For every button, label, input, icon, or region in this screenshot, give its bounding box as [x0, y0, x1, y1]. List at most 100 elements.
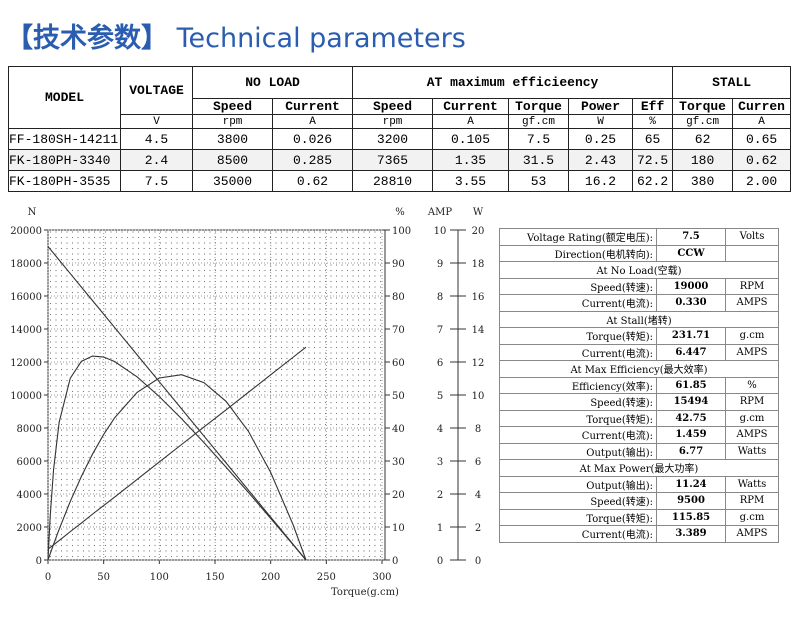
y-tick-label: 10000: [10, 391, 42, 402]
y-tick-label: 50: [392, 391, 405, 402]
y-tick-label: 6: [475, 457, 481, 468]
table-cell: 62.2: [632, 170, 674, 192]
panel-unit: RPM: [725, 393, 779, 411]
y-tick-label: 10: [472, 391, 485, 402]
y-tick-label: 90: [392, 259, 405, 270]
title-cn: 【技术参数】: [6, 23, 168, 54]
curve: [47, 346, 307, 550]
panel-unit: RPM: [725, 277, 779, 295]
panel-unit: RPM: [725, 492, 779, 510]
panel-value: 231.71: [656, 327, 726, 345]
x-tick-label: 0: [45, 572, 51, 583]
y-tick-label: 10: [392, 523, 405, 534]
x-tick-label: 250: [317, 572, 336, 583]
title: 【技术参数】 Technical parameters: [6, 16, 466, 55]
table-cell: 16.2: [568, 170, 634, 192]
table-cell: 2.4: [120, 149, 193, 171]
panel-unit: g.cm: [725, 508, 779, 526]
subheader-cell: Torque: [672, 98, 734, 115]
y-tick-label: 10: [434, 226, 447, 237]
panel-value: 7.5: [656, 228, 726, 246]
y-tick-label: 9: [437, 259, 443, 270]
panel-section: At Max Power(最大功率): [499, 459, 779, 477]
panel-section: At Max Efficiency(最大效率): [499, 360, 779, 378]
table-cell: 0.285: [271, 149, 354, 171]
x-axis-title: Torque(g.cm): [331, 587, 399, 598]
subheader-cell: Curren: [732, 98, 792, 115]
table-cell: 65: [632, 128, 674, 150]
panel-row: Torque(转矩): 115.85 g.cm: [499, 508, 779, 526]
y-tick-label: 5: [437, 391, 443, 402]
y-tick-label: 0: [437, 556, 443, 567]
panel-value: 3.389: [656, 525, 726, 543]
panel-unit-empty: [725, 244, 779, 262]
y-tick-label: 12: [472, 358, 485, 369]
panel-unit: g.cm: [725, 409, 779, 427]
header-cell: MODEL: [8, 66, 121, 129]
table-cell: 0.62: [732, 149, 792, 171]
curve: [47, 374, 307, 561]
panel-value: 115.85: [656, 508, 726, 526]
panel-row: Torque(转矩): 42.75 g.cm: [499, 409, 779, 427]
panel-label: Speed(转速):: [499, 277, 657, 295]
table-cell: 35000: [192, 170, 273, 192]
panel-label: Current(电流):: [499, 294, 657, 312]
table-cell: 3200: [352, 128, 434, 150]
y-tick-label: 12000: [10, 358, 42, 369]
y-tick-label: 0: [36, 556, 42, 567]
y-tick-label: 8: [437, 292, 443, 303]
panel-label: Torque(转矩):: [499, 508, 657, 526]
panel-unit: AMPS: [725, 525, 779, 543]
y-tick-label: 18000: [10, 259, 42, 270]
x-tick-label: 150: [205, 572, 224, 583]
panel-row: At Max Power(最大功率): [499, 459, 779, 477]
table-cell: 53: [508, 170, 570, 192]
header-cell: STALL: [672, 66, 792, 99]
curve: [47, 355, 307, 561]
panel-label: Current(电流):: [499, 426, 657, 444]
panel-row: Direction(电机转向): CCW: [499, 244, 779, 262]
y-tick-label: 8: [475, 424, 481, 435]
header-cell: AT maximum efficieency: [352, 66, 674, 99]
panel-row: Current(电流): 6.447 AMPS: [499, 343, 779, 361]
panel-row: Output(输出): 6.77 Watts: [499, 442, 779, 460]
y-tick-label: 20: [472, 226, 485, 237]
panel-label: Output(输出):: [499, 442, 657, 460]
table-cell: 7.5: [120, 170, 193, 192]
y-tick-label: 20: [392, 490, 405, 501]
table-cell: FK-180PH-3340: [8, 149, 121, 171]
subheader-cell: Speed: [192, 98, 273, 115]
panel-row: Efficiency(效率): 61.85%: [499, 376, 779, 394]
y-tick-label: 18: [472, 259, 485, 270]
panel-label: Speed(转速):: [499, 393, 657, 411]
panel-unit: AMPS: [725, 426, 779, 444]
panel-value: 1.459: [656, 426, 726, 444]
y-tick-label: 30: [392, 457, 405, 468]
axis-title: AMP: [427, 207, 452, 218]
table-cell: 8500: [192, 149, 273, 171]
panel-value: 19000: [656, 277, 726, 295]
panel-section: At Stall(堵转): [499, 310, 779, 328]
header-cell: NO LOAD: [191, 66, 354, 99]
y-tick-label: 2000: [17, 523, 42, 534]
table-cell: 4.5: [120, 128, 193, 150]
table-cell: 0.65: [732, 128, 792, 150]
panel-unit: Volts: [725, 228, 779, 246]
y-tick-label: 100: [392, 226, 411, 237]
y-tick-label: 70: [392, 325, 405, 336]
panel-label: Torque(转矩):: [499, 327, 657, 345]
panel-value: 15494: [656, 393, 726, 411]
panel-label: Efficiency(效率):: [499, 376, 657, 394]
table-cell: 28810: [352, 170, 434, 192]
y-tick-label: 1: [437, 523, 443, 534]
panel-value: 42.75: [656, 409, 726, 427]
y-tick-label: 60: [392, 358, 405, 369]
table-cell: 3.55: [432, 170, 510, 192]
table-row: FK-180PH-3535 7.5 35000 0.62 28810 3.55 53 16.2…: [8, 170, 792, 192]
panel-value: 11.24: [656, 475, 726, 493]
panel-unit: AMPS: [725, 294, 779, 312]
panel-row: Current(电流): 1.459 AMPS: [499, 426, 779, 444]
panel-label: Current(电流):: [499, 525, 657, 543]
